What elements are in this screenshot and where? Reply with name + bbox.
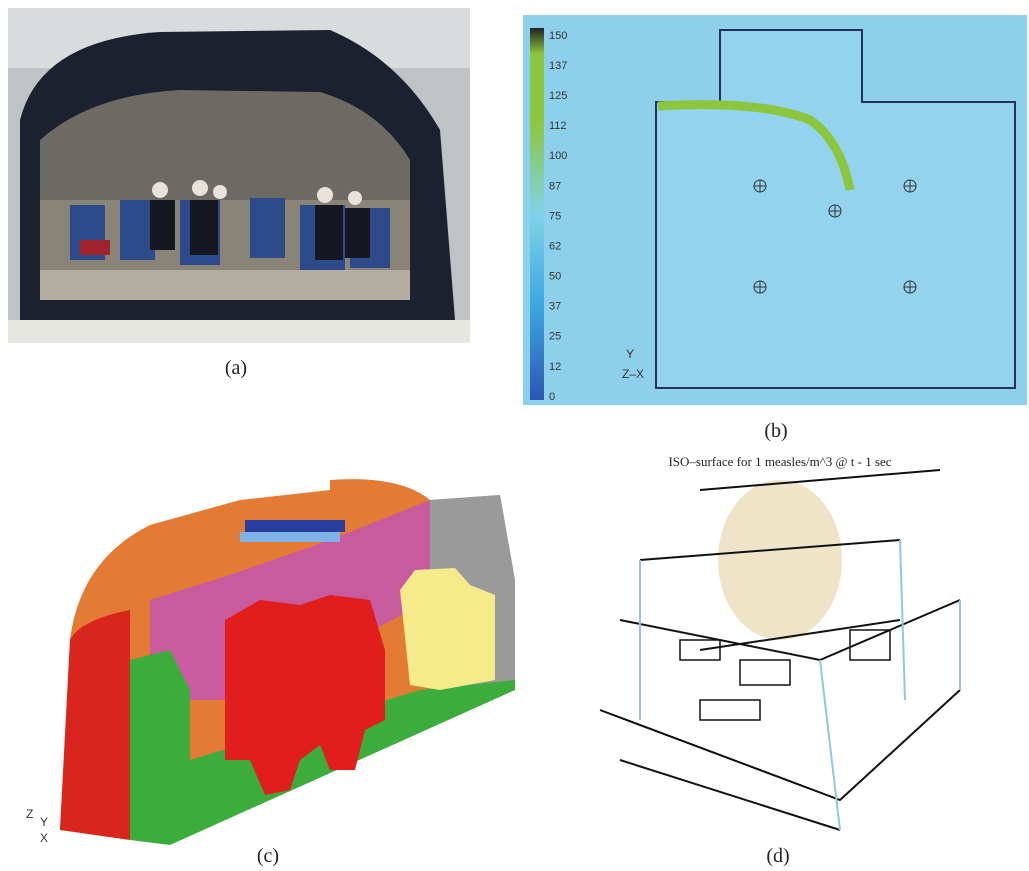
colorbar-label: 125	[549, 90, 567, 102]
axis-label: Y	[626, 347, 634, 361]
axis-label: Z	[26, 807, 33, 821]
panel-label: (b)	[764, 420, 787, 442]
colorbar-label: 75	[549, 210, 561, 222]
colorbar-label: 62	[549, 240, 561, 252]
axis-label: Z–X	[622, 367, 644, 381]
axis-label: Y	[40, 815, 48, 829]
colorbar	[530, 28, 544, 400]
axis-label: X	[40, 831, 48, 845]
colorbar-label: 112	[549, 120, 567, 132]
panel-label: (c)	[257, 845, 279, 867]
panel-title: ISO–surface for 1 measles/m^3 @ t - 1 se…	[668, 454, 891, 469]
contour-panel: Y Z–X 150 137 125 112 100 87 75 62 50 37 25 12 0	[523, 15, 1027, 405]
colorbar-label: 37	[549, 301, 561, 313]
photo-panel	[8, 8, 470, 343]
colorbar-label: 87	[549, 180, 561, 192]
panel-label: (d)	[766, 845, 789, 867]
colorbar-label: 0	[549, 391, 555, 403]
isosurface-panel	[599, 469, 961, 831]
colorbar-label: 137	[549, 60, 567, 72]
colorbar-label: 12	[549, 361, 561, 373]
colorbar-label: 150	[549, 30, 567, 42]
colorbar-label: 100	[549, 150, 567, 162]
mesh-panel: Z Y X	[26, 479, 515, 845]
colorbar-label: 50	[549, 271, 561, 283]
colorbar-label: 25	[549, 331, 561, 343]
panel-label: (a)	[225, 357, 247, 379]
